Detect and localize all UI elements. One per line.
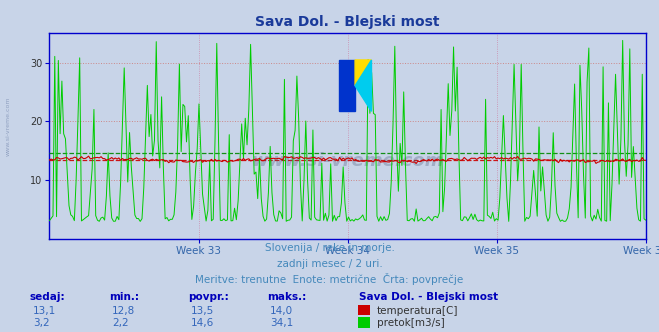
Bar: [339, 60, 355, 112]
Text: 14,0: 14,0: [270, 306, 293, 316]
Text: povpr.:: povpr.:: [188, 292, 229, 302]
Text: www.si-vreme.com: www.si-vreme.com: [251, 152, 444, 170]
Title: Sava Dol. - Blejski most: Sava Dol. - Blejski most: [256, 15, 440, 29]
Text: min.:: min.:: [109, 292, 139, 302]
Text: Meritve: trenutne  Enote: metrične  Črta: povprečje: Meritve: trenutne Enote: metrične Črta: …: [195, 273, 464, 285]
Text: 3,2: 3,2: [33, 318, 49, 328]
Text: 12,8: 12,8: [112, 306, 135, 316]
Polygon shape: [355, 60, 372, 86]
Text: pretok[m3/s]: pretok[m3/s]: [377, 318, 445, 328]
Text: 13,5: 13,5: [191, 306, 214, 316]
Text: temperatura[C]: temperatura[C]: [377, 306, 459, 316]
Text: 14,6: 14,6: [191, 318, 214, 328]
Text: 34,1: 34,1: [270, 318, 293, 328]
Text: 13,1: 13,1: [33, 306, 56, 316]
Text: Slovenija / reke in morje.: Slovenija / reke in morje.: [264, 243, 395, 253]
Text: Sava Dol. - Blejski most: Sava Dol. - Blejski most: [359, 292, 498, 302]
Text: 2,2: 2,2: [112, 318, 129, 328]
Text: zadnji mesec / 2 uri.: zadnji mesec / 2 uri.: [277, 259, 382, 269]
Text: sedaj:: sedaj:: [30, 292, 65, 302]
Polygon shape: [355, 60, 372, 112]
Text: www.si-vreme.com: www.si-vreme.com: [5, 96, 11, 156]
Text: maks.:: maks.:: [267, 292, 306, 302]
